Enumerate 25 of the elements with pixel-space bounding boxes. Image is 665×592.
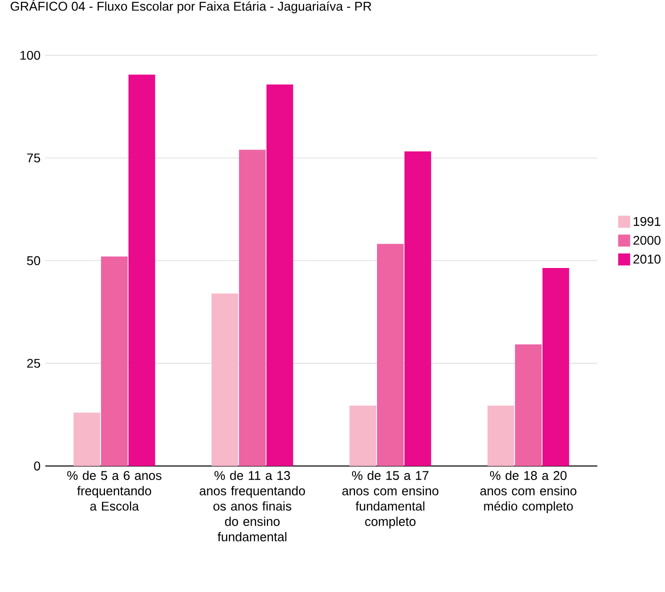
bar <box>377 244 404 466</box>
x-tick-label: % de 11 a 13 anos frequentando os anos finais do ensino fundamental <box>200 470 305 542</box>
y-tick-label: 75 <box>27 154 40 162</box>
bar <box>239 150 266 466</box>
bar <box>514 344 542 466</box>
x-tick-label: % de 18 a 20 anos com ensino médio completo <box>480 470 576 514</box>
bar <box>101 256 128 466</box>
x-tick-label: % de 5 a 6 anos frequentando a Escola <box>67 470 162 511</box>
bar <box>350 406 376 466</box>
bar <box>542 268 570 466</box>
legend-label: 1991 <box>634 216 660 226</box>
y-tick-label: 25 <box>27 358 40 368</box>
legend-label: 2010 <box>633 254 660 264</box>
legend-label: 2000 <box>633 236 660 245</box>
x-tick-label: % de 15 a 17 anos com ensino fundamental completo <box>342 470 438 529</box>
chart-title: GRÁFICO 04 - Fluxo Escolar por Faixa Etária - Jaguariaíva - PR <box>10 0 372 14</box>
bar <box>488 406 514 466</box>
y-tick-label: 100 <box>20 50 40 60</box>
bar <box>266 84 294 466</box>
bar <box>404 151 432 466</box>
bar <box>74 412 100 466</box>
y-tick-label: 50 <box>27 256 40 266</box>
bar <box>212 294 238 466</box>
bar <box>128 74 156 466</box>
y-tick-label: 0 <box>34 462 40 470</box>
